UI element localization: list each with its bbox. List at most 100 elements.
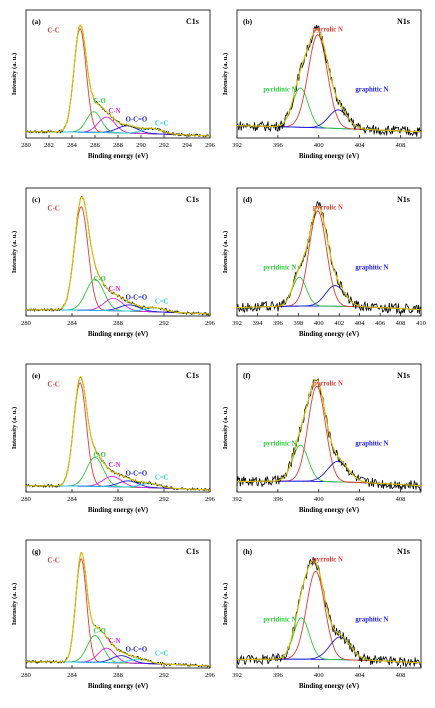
panel-label: (f) [243, 371, 251, 380]
x-tick-label: 288 [113, 142, 123, 149]
spectrum-label: C1s [186, 195, 199, 204]
x-tick-label: 400 [314, 142, 324, 149]
x-tick-label: 392 [232, 142, 242, 149]
x-axis-label: Binding energy (eV) [299, 506, 360, 514]
peak-label: C=C [155, 121, 169, 128]
peak-label: pyrrolic N [313, 557, 343, 564]
peak-label: pyrrolic N [313, 27, 343, 34]
x-axis-label: Binding energy (eV) [88, 682, 149, 690]
x-tick-label: 296 [205, 496, 216, 503]
x-tick-label: 288 [113, 320, 123, 327]
panel-label: (h) [243, 547, 253, 556]
panel-d: 392 394 396 398 400 402 404 406 408 410 Binding en… [222, 187, 426, 338]
fit-envelope [236, 379, 422, 487]
x-tick-label: 396 [273, 142, 284, 149]
peak-label: C-O [93, 276, 105, 283]
plot-frame [236, 9, 422, 139]
peak-label: graphitic N [355, 616, 388, 623]
peak-curve [26, 28, 211, 137]
peak-label: pyrrolic N [313, 381, 343, 388]
x-tick-label: 286 [90, 142, 101, 149]
peak-label: C-C [48, 382, 60, 389]
peak-label: pyrrolic N [313, 205, 343, 212]
peak-label: O-C=O [126, 470, 148, 477]
x-tick-label: 408 [396, 672, 406, 679]
fit-envelope [236, 560, 422, 664]
x-axis-label: Binding energy (eV) [299, 682, 360, 690]
x-tick-label: 394 [253, 320, 264, 327]
y-axis-label: Intensity (a. u.) [11, 407, 18, 449]
peak-label: C-O [93, 452, 105, 459]
x-axis-label: Binding energy (eV) [88, 506, 149, 514]
peak-curve [236, 276, 422, 311]
y-axis-label: Intensity (a. u.) [222, 407, 229, 449]
spectrum-label: N1s [397, 17, 410, 26]
x-tick-label: 400 [314, 496, 324, 503]
panel-label: (b) [243, 17, 253, 26]
spectrum-label: C1s [186, 371, 199, 380]
x-tick-label: 284 [67, 142, 78, 149]
x-tick-label: 404 [355, 672, 366, 679]
x-tick-label: 284 [67, 320, 78, 327]
x-tick-label: 296 [205, 142, 216, 149]
peak-curve [236, 34, 422, 133]
plot-frame [236, 539, 422, 669]
panel-g: 280 284 288 292 296 Binding energy (eV) Intens… [11, 539, 216, 690]
x-tick-label: 398 [293, 320, 303, 327]
x-tick-label: 396 [273, 672, 284, 679]
panel-label: (c) [32, 195, 41, 204]
peak-label: C-N [109, 108, 121, 115]
x-axis-label: Binding energy (eV) [88, 152, 149, 160]
raw-trace [236, 556, 422, 668]
plot-frame [236, 187, 422, 317]
x-tick-label: 396 [273, 496, 284, 503]
peak-curve [236, 210, 422, 311]
raw-trace [25, 24, 211, 138]
x-tick-label: 288 [113, 672, 123, 679]
spectrum-label: N1s [397, 371, 410, 380]
panel-label: (g) [32, 547, 41, 556]
panel-b: 392 396 400 404 408 Binding energy (eV) Intens… [222, 9, 422, 160]
peak-label: pyridinic N [263, 440, 296, 447]
x-tick-label: 408 [396, 142, 406, 149]
x-tick-label: 404 [355, 142, 366, 149]
x-tick-label: 292 [159, 320, 169, 327]
x-tick-label: 282 [44, 142, 54, 149]
peak-label: C-N [109, 462, 121, 469]
panel-label: (a) [32, 17, 41, 26]
raw-trace [236, 378, 422, 492]
x-tick-label: 404 [355, 320, 366, 327]
panel-h: 392 396 400 404 408 Binding energy (eV) Intens… [222, 539, 422, 690]
peak-curve [26, 206, 211, 315]
peak-label: graphitic N [355, 86, 388, 93]
peak-label: C-O [93, 628, 105, 635]
x-tick-label: 406 [375, 320, 386, 327]
x-tick-label: 404 [355, 496, 366, 503]
x-tick-label: 280 [21, 496, 31, 503]
peak-label: C=C [155, 299, 169, 306]
y-axis-label: Intensity (a. u.) [222, 53, 229, 95]
fit-envelope [26, 24, 211, 137]
peak-label: graphitic N [355, 264, 388, 271]
x-tick-label: 400 [314, 672, 324, 679]
panel-c: 280 284 288 292 296 Binding energy (eV) Intens… [11, 187, 216, 338]
x-tick-label: 294 [182, 142, 193, 149]
raw-trace [25, 195, 211, 316]
fit-envelope [236, 28, 422, 133]
raw-trace [236, 200, 422, 315]
x-tick-label: 402 [334, 320, 344, 327]
x-tick-label: 284 [67, 672, 78, 679]
panel-f: 392 396 400 404 408 Binding energy (eV) Intens… [222, 363, 422, 514]
spectrum-label: N1s [397, 195, 410, 204]
panel-label: (e) [32, 371, 41, 380]
peak-label: C-N [109, 286, 121, 293]
peak-label: graphitic N [355, 440, 388, 447]
x-tick-label: 408 [396, 496, 406, 503]
x-tick-label: 392 [232, 672, 242, 679]
peak-label: C-O [93, 98, 105, 105]
spectrum-label: N1s [397, 547, 410, 556]
x-tick-label: 292 [159, 496, 169, 503]
y-axis-label: Intensity (a. u.) [222, 231, 229, 273]
panel-e: 280 284 288 292 296 Binding energy (eV) Intens… [11, 363, 216, 514]
